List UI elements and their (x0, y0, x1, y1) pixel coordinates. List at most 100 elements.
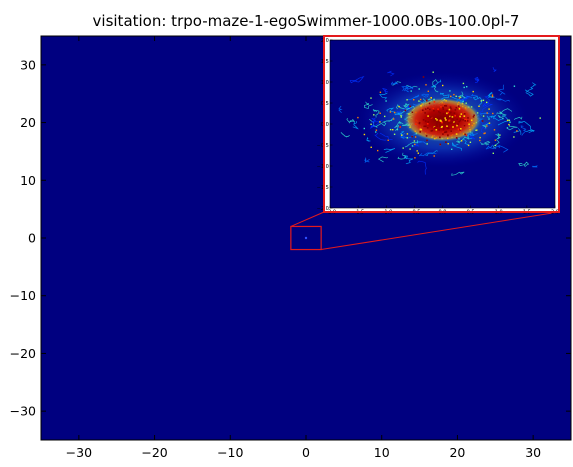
inset-core-speck (463, 113, 466, 115)
inset-core-speck (442, 108, 445, 110)
inset-core-speck (455, 106, 458, 109)
inset-trajectory (404, 140, 419, 148)
inset-speck (488, 108, 490, 110)
inset-trajectory (377, 156, 389, 163)
main-x-tick-label: 0 (302, 445, 310, 460)
inset-core-speck (424, 108, 427, 110)
inset-speck (484, 132, 486, 134)
inset-core-speck (436, 121, 438, 124)
inset-speck (450, 95, 452, 98)
inset-trajectory (412, 143, 420, 148)
inset-core-speck (425, 125, 427, 128)
inset-speck (373, 114, 375, 116)
inset-core-speck (444, 120, 446, 123)
inset-trajectory (387, 70, 395, 77)
inset-speck (370, 123, 372, 125)
inset-trajectory (489, 144, 509, 153)
inset-trajectory (495, 134, 501, 140)
inset-speck (379, 121, 381, 123)
inset-core-speck (426, 123, 429, 125)
inset-core-speck (404, 109, 407, 112)
inset-core-speck (464, 118, 467, 121)
inset-speck (384, 115, 386, 118)
inset-trajectory (340, 132, 350, 138)
inset-core-speck (457, 128, 460, 131)
inset-trajectory (403, 154, 414, 165)
inset-trajectory (370, 119, 383, 128)
inset-trajectory (481, 122, 489, 129)
inset-speck (413, 140, 416, 142)
inset-speck (462, 100, 464, 102)
inset-core-speck (441, 121, 443, 124)
inset-core-speck (462, 119, 464, 121)
inset-trajectory (497, 111, 507, 119)
inset-trajectory (513, 116, 523, 120)
inset-speck (442, 84, 444, 87)
inset-core-speck (446, 116, 448, 118)
inset-core-speck (452, 118, 454, 121)
inset-trajectory (495, 98, 511, 102)
inset-trajectory (364, 157, 370, 163)
inset-core-speck (433, 119, 436, 121)
inset-core-speck (447, 134, 449, 136)
inset-core-speck (439, 136, 441, 139)
inset-y-tick-label: −2.0 (317, 206, 329, 212)
inset-speck (497, 133, 499, 135)
inset-speck (396, 128, 399, 131)
inset-trajectory (482, 96, 490, 107)
inset-core-speck (438, 119, 441, 122)
inset-trajectory (352, 121, 359, 130)
inset-speck (406, 133, 409, 135)
inset-core-speck (439, 124, 441, 126)
chart-title: visitation: trpo-maze-1-egoSwimmer-1000.… (93, 12, 520, 30)
inset-trajectory (346, 117, 356, 124)
inset-speck (488, 118, 490, 120)
inset-core-speck (442, 127, 445, 130)
inset-speck (493, 129, 496, 131)
inset-trajectory (496, 108, 513, 115)
inset-core-speck (445, 141, 447, 143)
inset-speck (400, 114, 402, 117)
main-x-tick-label: −20 (141, 445, 167, 460)
inset-core-speck (460, 118, 462, 120)
inset-core-speck (443, 131, 446, 134)
inset-core-speck (447, 122, 450, 124)
inset-speck (458, 97, 461, 99)
main-y-tick-label: 0 (28, 231, 36, 246)
inset-core-speck (452, 126, 454, 128)
inset-core-speck (442, 131, 445, 133)
inset-speck (367, 103, 369, 105)
inset-core-speck (445, 105, 448, 107)
inset-speck (406, 99, 408, 101)
inset-trajectory (417, 160, 427, 175)
inset-trajectory (451, 171, 465, 176)
inset-core-speck (453, 121, 455, 123)
inset-speck (400, 116, 402, 118)
inset-core-speck (459, 107, 461, 109)
inset-speck (472, 90, 474, 93)
inset-speck (479, 136, 481, 139)
inset-trajectory (479, 141, 491, 146)
inset-trajectory (480, 120, 493, 126)
inset-core-speck (435, 129, 438, 131)
inset-speck (506, 119, 509, 122)
inset-core-speck (446, 125, 448, 127)
inset-core-speck (427, 107, 429, 109)
inset-core-speck (436, 125, 438, 127)
inset-speck (394, 111, 396, 114)
main-y-tick-label: −20 (10, 346, 36, 361)
inset-core-speck (463, 115, 466, 117)
inset-core-speck (426, 139, 428, 142)
inset-trajectory (480, 126, 486, 134)
inset-speck (486, 112, 488, 114)
inset-core-speck (456, 118, 458, 121)
inset-speck (486, 101, 488, 104)
inset-trajectory (390, 81, 399, 86)
inset-core-speck (419, 128, 422, 131)
inset-core-speck (460, 128, 462, 130)
inset-core-speck (451, 116, 454, 118)
inset-core-speck (454, 109, 457, 111)
inset-trajectory (349, 75, 365, 84)
zoom-connector-line-upper (290, 211, 325, 227)
inset-speck (392, 129, 394, 131)
